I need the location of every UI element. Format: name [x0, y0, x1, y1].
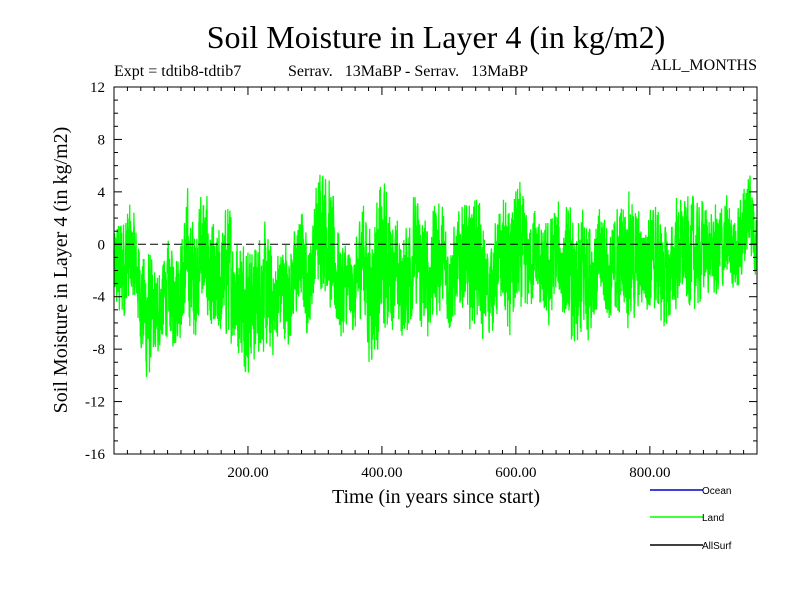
x-tick-label: 800.00 — [629, 465, 670, 481]
y-tick-label: 0 — [98, 237, 106, 253]
chart-title: Soil Moisture in Layer 4 (in kg/m2) — [207, 19, 666, 55]
y-tick-label: -4 — [93, 290, 106, 306]
y-tick-label: -8 — [93, 342, 106, 358]
legend-label-allsurf: AllSurf — [702, 541, 732, 552]
y-axis-label: Soil Moisture in Layer 4 (in kg/m2) — [50, 127, 72, 414]
x-axis-label: Time (in years since start) — [332, 486, 540, 508]
legend-label-land: Land — [702, 513, 724, 524]
x-tick-label: 600.00 — [495, 465, 536, 481]
plot-area: -16 -12 -8 -4 0 4 8 12 200.00 400.00 600.00 800.00 — [85, 80, 758, 546]
legend: Ocean Land AllSurf — [702, 486, 732, 552]
comparison-label: Serrav. 13MaBP - Serrav. 13MaBP — [288, 63, 528, 80]
experiment-label: Expt = tdtib8-tdtib7 — [114, 63, 241, 80]
y-tick-label: -12 — [85, 395, 105, 411]
y-tick-label: 4 — [98, 185, 106, 201]
y-tick-label: 12 — [90, 80, 105, 96]
legend-label-ocean: Ocean — [702, 486, 731, 497]
y-tick-label: 8 — [98, 132, 106, 148]
y-tick-label: -16 — [85, 447, 105, 463]
x-tick-label: 200.00 — [227, 465, 268, 481]
x-tick-label: 400.00 — [361, 465, 402, 481]
land-series-line — [113, 174, 758, 377]
months-label: ALL_MONTHS — [650, 57, 757, 74]
